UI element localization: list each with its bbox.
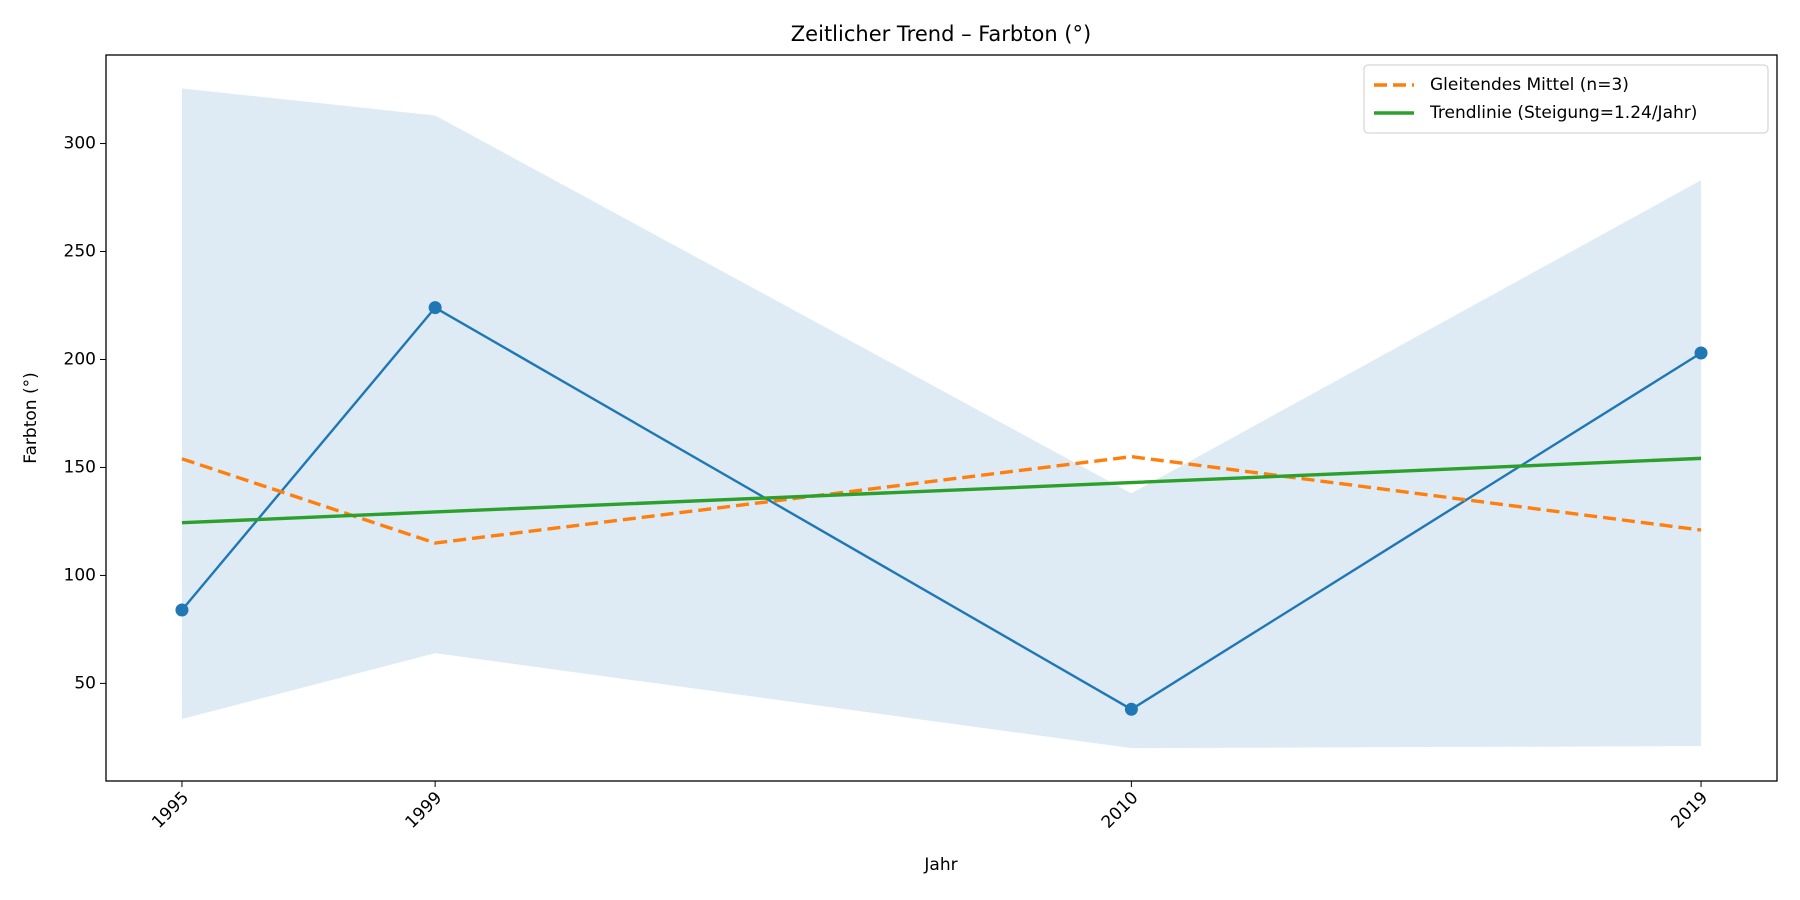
data-point: [175, 603, 189, 617]
data-point: [1694, 346, 1708, 360]
x-tick-label: 2019: [1667, 788, 1712, 833]
legend-box: [1363, 64, 1769, 134]
x-tick-label: 2010: [1098, 788, 1143, 833]
y-tick-label: 150: [64, 457, 96, 477]
series-line: [181, 306, 1702, 711]
y-tick-label: 50: [74, 673, 96, 693]
y-tick-label: 100: [64, 565, 96, 585]
y-tick-label: 250: [64, 242, 96, 262]
data-point: [1124, 702, 1138, 716]
x-tick-label: 1999: [401, 788, 446, 833]
y-tick-label: 200: [64, 349, 96, 369]
data-point: [428, 301, 442, 315]
series-line: [181, 454, 1702, 545]
x-axis-label: Jahr: [923, 855, 957, 875]
y-tick-label: 300: [64, 134, 96, 154]
chart-title: Zeitlicher Trend – Farbton (°): [791, 22, 1091, 46]
plot-frame: [105, 54, 1778, 782]
legend-label: Trendlinie (Steigung=1.24/Jahr): [1429, 103, 1697, 123]
confidence-band: [181, 88, 1702, 749]
legend-label: Gleitendes Mittel (n=3): [1430, 75, 1629, 95]
x-tick-label: 1995: [148, 788, 193, 833]
y-axis-label: Farbton (°): [21, 372, 41, 463]
series-line: [181, 456, 1702, 525]
